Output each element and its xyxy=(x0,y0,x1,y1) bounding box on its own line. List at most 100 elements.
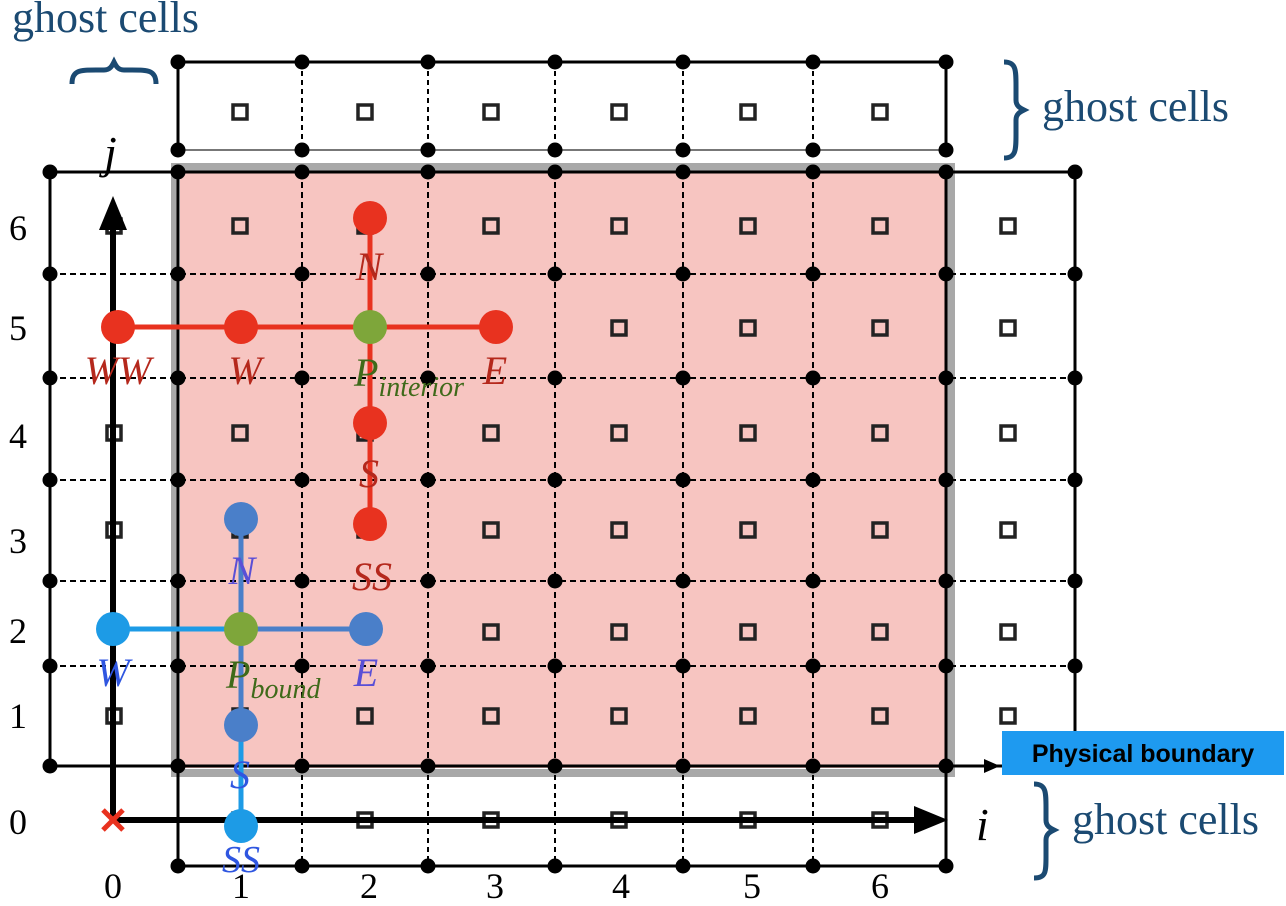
grid-node xyxy=(547,142,563,158)
grid-node xyxy=(938,164,954,180)
stencil-interior-ss-node xyxy=(353,507,387,541)
stencil-interior-ss-label: SS xyxy=(352,554,392,599)
grid-node xyxy=(294,758,310,774)
cell-center-marker xyxy=(231,424,249,442)
cell-center-marker xyxy=(231,217,249,235)
grid-node xyxy=(547,370,563,386)
cell-center-marker xyxy=(482,217,500,235)
grid-node xyxy=(420,164,436,180)
stencil-interior-e-node xyxy=(479,310,513,344)
grid-node xyxy=(420,472,436,488)
stencil-bound-s-node xyxy=(224,708,258,742)
ghost-cells-label-bottom-right: ghost cells xyxy=(1072,795,1259,844)
cell-center-marker xyxy=(610,103,628,121)
stencil-interior-s-node xyxy=(353,406,387,440)
grid-node xyxy=(938,266,954,282)
cell-center-marker xyxy=(999,707,1017,725)
grid-node xyxy=(1067,370,1083,386)
cell-center-marker xyxy=(871,623,889,641)
grid-node xyxy=(170,573,186,589)
stencil-interior: N WW W E S SS Pinterior xyxy=(85,201,513,599)
cell-center-marker xyxy=(871,424,889,442)
grid-node xyxy=(294,54,310,70)
stencil-bound-p-node xyxy=(224,612,258,646)
axis-label-j: j xyxy=(99,127,117,178)
grid-node xyxy=(547,164,563,180)
grid-node xyxy=(675,472,691,488)
cell-center-marker xyxy=(739,623,757,641)
x-tick-label: 6 xyxy=(871,866,889,906)
physical-boundary-label: Physical boundary xyxy=(1032,740,1254,768)
i-axis-arrowhead xyxy=(914,806,948,834)
cell-center-marker xyxy=(610,424,628,442)
cell-center-marker xyxy=(999,217,1017,235)
grid-nodes xyxy=(42,54,1083,874)
grid-node xyxy=(170,54,186,70)
grid-node xyxy=(675,370,691,386)
brace-top-left xyxy=(69,56,159,85)
y-tick-label: 1 xyxy=(9,696,27,736)
stencil-bound-ss-node xyxy=(224,809,258,843)
grid-node xyxy=(805,658,821,674)
stencil-bound-n-label: N xyxy=(228,548,258,593)
cell-center-marker xyxy=(482,521,500,539)
grid-node xyxy=(294,658,310,674)
grid-node xyxy=(170,266,186,282)
grid-node xyxy=(547,54,563,70)
stencil-interior-w-label: W xyxy=(228,348,265,393)
cell-center-marker xyxy=(871,707,889,725)
axis-label-i: i xyxy=(976,799,989,850)
grid-node xyxy=(675,142,691,158)
grid-node xyxy=(170,142,186,158)
grid-node xyxy=(294,266,310,282)
cell-center-marker xyxy=(482,623,500,641)
cell-center-marker xyxy=(356,103,374,121)
brace-bottom-right xyxy=(1033,781,1060,881)
cell-center-marker xyxy=(739,319,757,337)
cell-center-marker xyxy=(610,217,628,235)
x-tick-labels: 0 1 2 3 4 5 6 xyxy=(104,866,889,906)
grid-node xyxy=(805,370,821,386)
grid-node xyxy=(547,573,563,589)
grid-node xyxy=(1067,573,1083,589)
cell-center-marker xyxy=(999,521,1017,539)
y-tick-label: 6 xyxy=(9,208,27,248)
grid-node xyxy=(675,164,691,180)
y-tick-label: 4 xyxy=(9,416,27,456)
cell-center-marker xyxy=(231,103,249,121)
grid-node xyxy=(938,758,954,774)
grid-node xyxy=(420,573,436,589)
stencil-bound-s-label: S xyxy=(230,752,250,797)
grid-node xyxy=(170,858,186,874)
cell-center-marker xyxy=(739,424,757,442)
grid-node xyxy=(675,54,691,70)
grid-node xyxy=(547,858,563,874)
grid-node xyxy=(805,573,821,589)
grid-node xyxy=(420,658,436,674)
stencil-bound-n-node xyxy=(224,502,258,536)
cell-center-marker xyxy=(999,424,1017,442)
x-tick-label: 3 xyxy=(486,866,504,906)
grid-node xyxy=(547,266,563,282)
origin-cross xyxy=(101,808,125,832)
grid-node xyxy=(170,658,186,674)
stencil-interior-ww-label: WW xyxy=(85,348,155,393)
grid-node xyxy=(675,573,691,589)
cell-center-marker xyxy=(482,424,500,442)
cell-center-marker xyxy=(482,103,500,121)
grid-node xyxy=(805,858,821,874)
y-tick-label: 0 xyxy=(9,802,27,842)
cell-center-marker xyxy=(739,217,757,235)
stencil-bound-w-node xyxy=(96,612,130,646)
cell-center-marker xyxy=(610,623,628,641)
grid-node xyxy=(420,266,436,282)
brace-top-right xyxy=(1003,59,1030,161)
grid-node xyxy=(547,472,563,488)
ghost-cells-label-top-right: ghost cells xyxy=(1042,82,1229,131)
grid-node xyxy=(1067,164,1083,180)
grid-node xyxy=(1067,266,1083,282)
grid-node xyxy=(42,472,58,488)
grid-node xyxy=(42,758,58,774)
grid-node xyxy=(805,266,821,282)
